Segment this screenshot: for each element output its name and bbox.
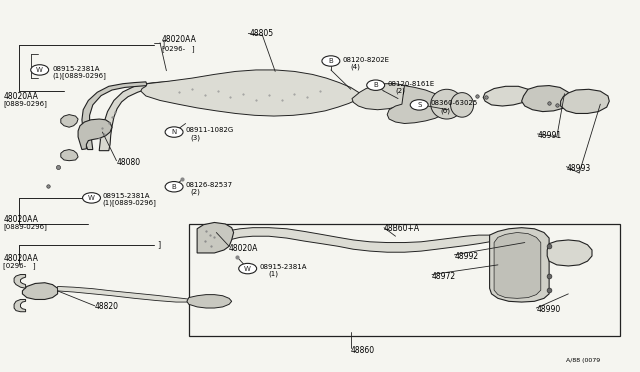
Text: 08915-2381A: 08915-2381A — [52, 66, 100, 72]
Polygon shape — [99, 81, 178, 151]
Circle shape — [239, 263, 257, 274]
Polygon shape — [387, 86, 447, 124]
Text: 48B60+A: 48B60+A — [384, 224, 420, 233]
Text: 08915-2381A: 08915-2381A — [259, 264, 307, 270]
Polygon shape — [82, 82, 147, 150]
Text: W: W — [36, 67, 43, 73]
Polygon shape — [522, 86, 573, 112]
Polygon shape — [197, 222, 234, 253]
Text: B: B — [172, 184, 177, 190]
Text: (1): (1) — [269, 271, 279, 278]
Text: 48020AA: 48020AA — [162, 35, 196, 44]
Polygon shape — [483, 86, 532, 106]
Polygon shape — [61, 150, 78, 161]
Text: S: S — [417, 102, 421, 108]
Circle shape — [367, 80, 385, 90]
Polygon shape — [78, 119, 112, 150]
Circle shape — [165, 182, 183, 192]
Polygon shape — [547, 240, 592, 266]
Polygon shape — [494, 232, 541, 298]
Text: (1)[0889-0296]: (1)[0889-0296] — [52, 73, 106, 79]
Text: [0889-0296]: [0889-0296] — [3, 100, 47, 107]
Text: 48860: 48860 — [351, 346, 375, 355]
Text: 08120-8161E: 08120-8161E — [387, 81, 435, 87]
Text: 08120-8202E: 08120-8202E — [342, 57, 389, 62]
Polygon shape — [14, 275, 26, 288]
Circle shape — [83, 193, 100, 203]
Text: 08126-82537: 08126-82537 — [186, 182, 233, 188]
Text: B: B — [328, 58, 333, 64]
Text: W: W — [88, 195, 95, 201]
Polygon shape — [561, 89, 609, 113]
Polygon shape — [490, 228, 549, 302]
Text: 48020A: 48020A — [229, 244, 259, 253]
Text: ]: ] — [161, 40, 164, 49]
Text: [0889-0296]: [0889-0296] — [3, 223, 47, 230]
Text: [0296-   ]: [0296- ] — [3, 262, 36, 269]
Text: A/88 (0079: A/88 (0079 — [566, 357, 601, 363]
Text: W: W — [244, 266, 251, 272]
Text: 48993: 48993 — [566, 164, 591, 173]
Text: 48805: 48805 — [250, 29, 274, 38]
Text: 48080: 48080 — [116, 158, 141, 167]
Polygon shape — [58, 286, 189, 302]
Polygon shape — [61, 115, 78, 127]
Text: (2): (2) — [191, 189, 200, 195]
Text: B: B — [373, 82, 378, 88]
Circle shape — [31, 65, 49, 75]
Ellipse shape — [431, 89, 463, 119]
Text: (4): (4) — [351, 63, 360, 70]
Text: 48992: 48992 — [454, 252, 479, 261]
Polygon shape — [22, 283, 58, 299]
Text: 48020AA: 48020AA — [3, 254, 38, 263]
Text: 48990: 48990 — [536, 305, 561, 314]
Polygon shape — [187, 295, 232, 308]
Text: 48820: 48820 — [95, 302, 119, 311]
Ellipse shape — [451, 93, 474, 117]
Circle shape — [410, 100, 428, 110]
Text: 08360-63025: 08360-63025 — [430, 100, 477, 106]
Circle shape — [165, 127, 183, 137]
Circle shape — [322, 56, 340, 66]
Polygon shape — [141, 70, 362, 116]
Text: N: N — [172, 129, 177, 135]
Text: (2): (2) — [396, 87, 405, 94]
Text: 48020AA: 48020AA — [3, 92, 38, 101]
Polygon shape — [211, 228, 492, 252]
Text: ]: ] — [157, 240, 160, 249]
Text: (1)[0889-0296]: (1)[0889-0296] — [102, 200, 156, 206]
Polygon shape — [352, 84, 415, 110]
Text: (3): (3) — [191, 134, 201, 141]
Text: 08911-1082G: 08911-1082G — [186, 127, 234, 133]
Text: 48972: 48972 — [432, 272, 456, 281]
Text: 48991: 48991 — [538, 131, 562, 140]
Text: [0296-   ]: [0296- ] — [162, 45, 195, 52]
Text: (6): (6) — [440, 107, 451, 114]
Polygon shape — [14, 299, 26, 312]
Text: 48020AA: 48020AA — [3, 215, 38, 224]
Text: 08915-2381A: 08915-2381A — [102, 193, 150, 199]
